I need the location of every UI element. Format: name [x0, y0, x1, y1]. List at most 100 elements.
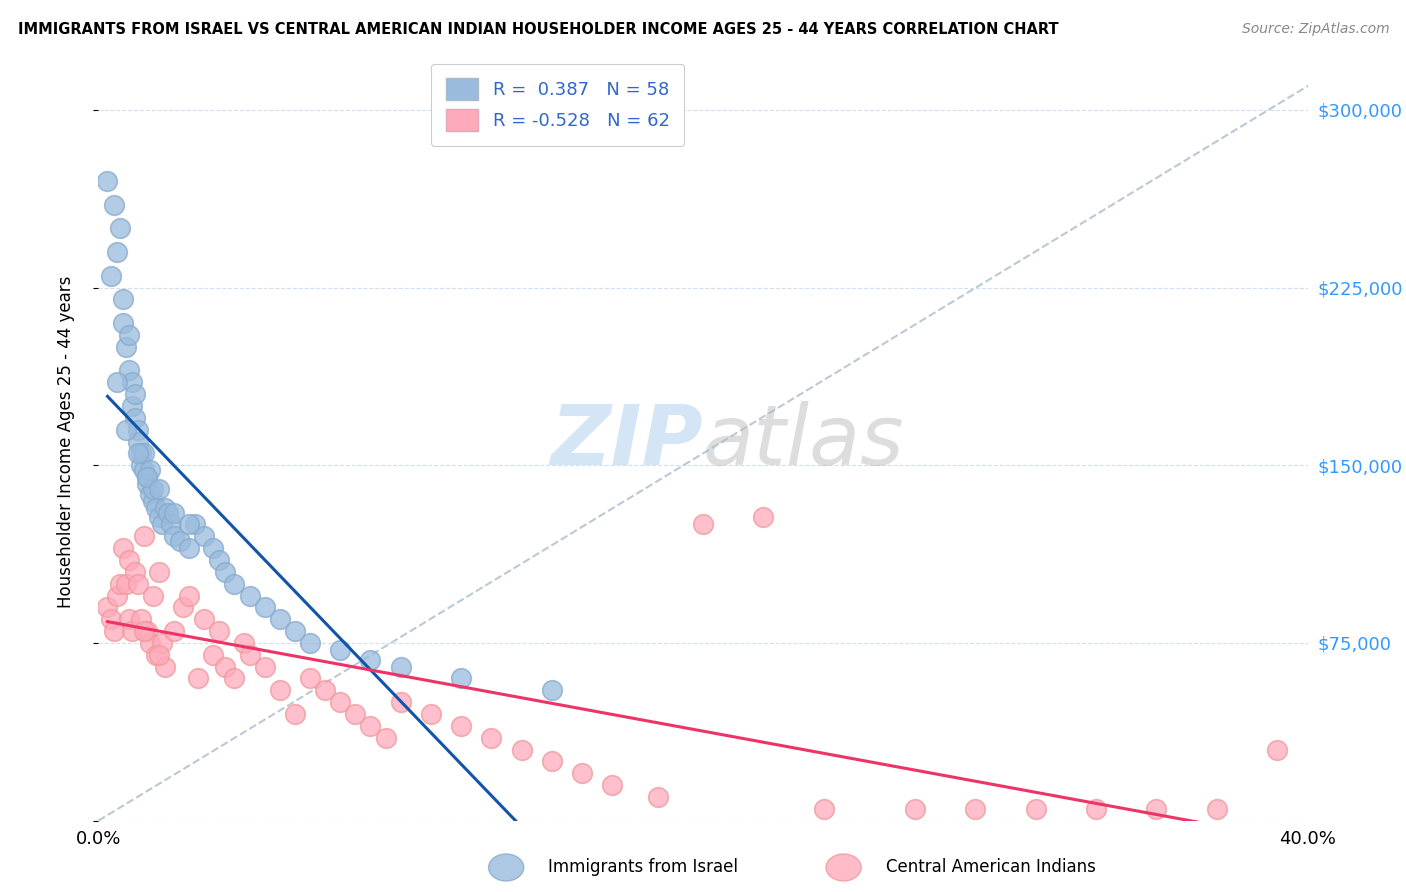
Point [450, 719, 472, 733]
Point [150, 636, 173, 650]
Point [284, 624, 307, 639]
Text: Source: ZipAtlas.com: Source: ZipAtlas.com [1241, 22, 1389, 37]
Point [148, 482, 170, 496]
Point [329, 643, 352, 657]
Point [284, 706, 307, 721]
Point [232, 636, 254, 650]
Point [153, 500, 176, 515]
Point [187, 672, 209, 686]
Point [360, 652, 382, 666]
Point [96, 174, 118, 188]
Point [239, 589, 262, 603]
Point [129, 446, 152, 460]
Point [127, 423, 149, 437]
Point [132, 446, 155, 460]
Point [142, 493, 165, 508]
Point [118, 363, 141, 377]
Point [389, 659, 412, 673]
Point [813, 802, 835, 816]
Point [299, 672, 322, 686]
Point [179, 541, 201, 556]
Point [127, 576, 149, 591]
Point [314, 683, 336, 698]
Point [602, 778, 624, 792]
Point [148, 565, 170, 579]
Point [132, 624, 155, 639]
Point [163, 506, 186, 520]
Point [114, 340, 136, 354]
Point [111, 293, 134, 307]
Point [124, 565, 146, 579]
Point [111, 316, 134, 330]
Point [202, 541, 225, 556]
Point [208, 553, 231, 567]
Point [142, 589, 165, 603]
Point [214, 659, 236, 673]
Point [100, 268, 122, 283]
Point [163, 624, 186, 639]
Point [132, 529, 155, 543]
Point [647, 789, 669, 804]
Text: IMMIGRANTS FROM ISRAEL VS CENTRAL AMERICAN INDIAN HOUSEHOLDER INCOME AGES 25 - 4: IMMIGRANTS FROM ISRAEL VS CENTRAL AMERIC… [18, 22, 1059, 37]
Point [1206, 802, 1229, 816]
Point [103, 197, 125, 211]
Point [224, 672, 246, 686]
Point [269, 612, 291, 626]
Point [540, 683, 562, 698]
Point [253, 600, 276, 615]
Point [135, 470, 157, 484]
Point [156, 506, 179, 520]
Text: atlas: atlas [703, 401, 904, 482]
Point [179, 589, 201, 603]
Point [145, 648, 167, 662]
Point [1024, 802, 1046, 816]
Point [752, 510, 775, 524]
Point [214, 565, 236, 579]
Point [124, 410, 146, 425]
Point [1144, 802, 1167, 816]
Point [481, 731, 503, 745]
Point [571, 766, 593, 780]
Point [179, 517, 201, 532]
Point [124, 387, 146, 401]
Point [184, 517, 207, 532]
Point [139, 463, 162, 477]
Point [135, 477, 157, 491]
Point [253, 659, 276, 673]
Point [142, 482, 165, 496]
Point [193, 612, 215, 626]
Point [420, 706, 443, 721]
Point [121, 624, 143, 639]
Point [105, 244, 128, 259]
Point [148, 510, 170, 524]
Point [269, 683, 291, 698]
Point [127, 434, 149, 449]
Point [450, 672, 472, 686]
Point [121, 399, 143, 413]
Point [118, 327, 141, 342]
Point [344, 706, 367, 721]
Point [193, 529, 215, 543]
Point [299, 636, 322, 650]
Point [118, 612, 141, 626]
Point [389, 695, 412, 709]
Point [114, 423, 136, 437]
Point [114, 576, 136, 591]
Point [239, 648, 262, 662]
Ellipse shape [827, 854, 862, 881]
Point [163, 529, 186, 543]
Y-axis label: Householder Income Ages 25 - 44 years: Householder Income Ages 25 - 44 years [56, 276, 75, 607]
Point [100, 612, 122, 626]
Point [172, 600, 194, 615]
Ellipse shape [489, 854, 524, 881]
Point [148, 648, 170, 662]
Text: ZIP: ZIP [550, 401, 703, 482]
Point [692, 517, 714, 532]
Point [510, 742, 533, 756]
Text: Central American Indians: Central American Indians [886, 858, 1095, 877]
Point [135, 470, 157, 484]
Point [132, 463, 155, 477]
Point [111, 541, 134, 556]
Point [202, 648, 225, 662]
Point [145, 500, 167, 515]
